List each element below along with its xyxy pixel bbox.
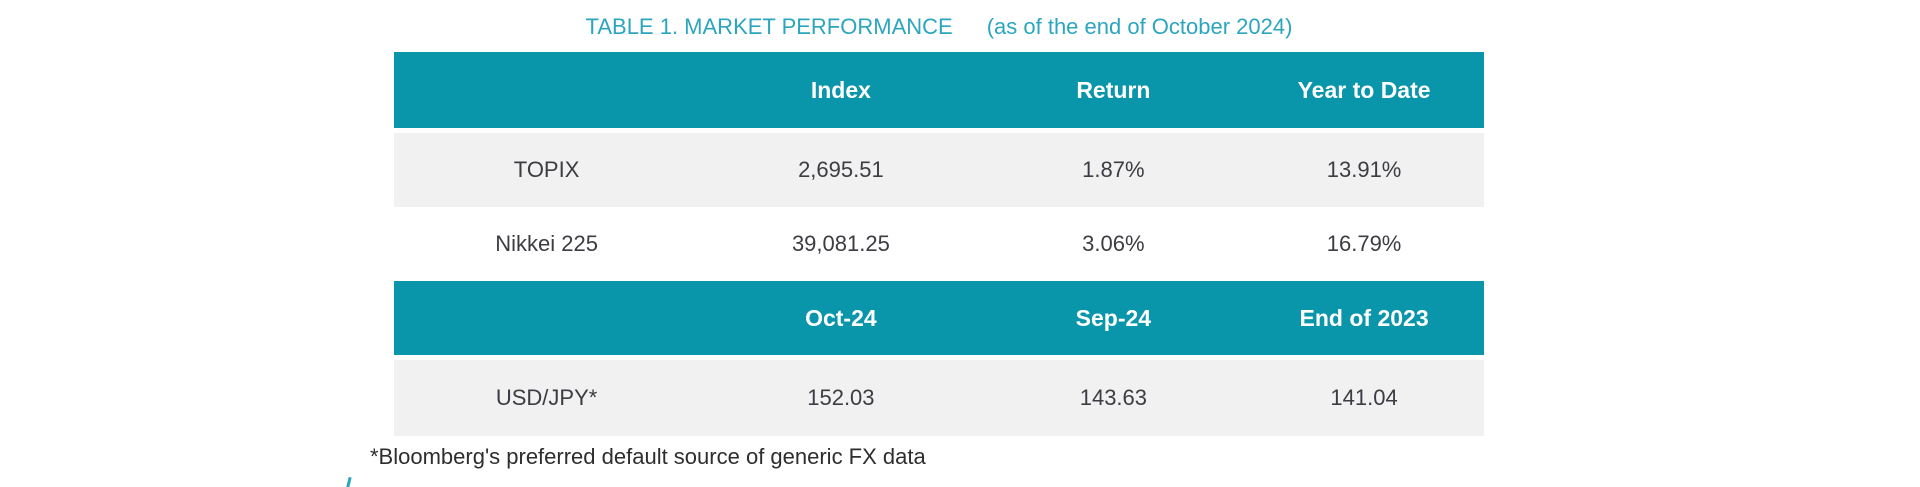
header-cell-index: Index (810, 76, 871, 103)
row-label: TOPIX (513, 157, 580, 182)
row-divider (394, 128, 1484, 133)
row-label: USD/JPY* (495, 385, 598, 410)
header-cell-ytd: Year to Date (1297, 76, 1431, 103)
index-value: 2,695.51 (798, 157, 884, 182)
row-divider (394, 355, 1484, 360)
table-row-usdjpy: USD/JPY* 152.03 143.63 141.04 (394, 360, 1484, 436)
header-cell-end2023: End of 2023 (1299, 304, 1429, 331)
footnote-text: *Bloomberg's preferred default source of… (370, 444, 926, 469)
market-table-header-row: Index Return Year to Date (394, 52, 1484, 128)
market-performance-table: Index Return Year to Date TOPIX 2,695.51… (394, 52, 1484, 436)
return-value: 1.87% (1082, 157, 1145, 182)
ytd-value: 13.91% (1326, 157, 1402, 182)
stray-mark (345, 476, 352, 487)
sep24-value: 143.63 (1079, 385, 1148, 410)
header-cell-return: Return (1076, 76, 1151, 103)
ytd-value: 16.79% (1326, 231, 1402, 256)
row-label: Nikkei 225 (495, 231, 598, 256)
index-value: 39,081.25 (791, 231, 890, 256)
header-cell-sep24: Sep-24 (1075, 304, 1152, 331)
table-title-main: TABLE 1. MARKET PERFORMANCE (585, 14, 953, 39)
header-cell-oct24: Oct-24 (805, 304, 877, 331)
table-title: TABLE 1. MARKET PERFORMANCE (as of the e… (394, 14, 1484, 40)
oct24-value: 152.03 (807, 385, 875, 410)
return-value: 3.06% (1082, 231, 1145, 256)
table-row-topix: TOPIX 2,695.51 1.87% 13.91% (394, 133, 1484, 207)
end2023-value: 141.04 (1330, 385, 1398, 410)
fx-table-header-row: Oct-24 Sep-24 End of 2023 (394, 281, 1484, 355)
table-row-nikkei: Nikkei 225 39,081.25 3.06% 16.79% (394, 207, 1484, 281)
table-title-date: (as of the end of October 2024) (986, 14, 1293, 39)
